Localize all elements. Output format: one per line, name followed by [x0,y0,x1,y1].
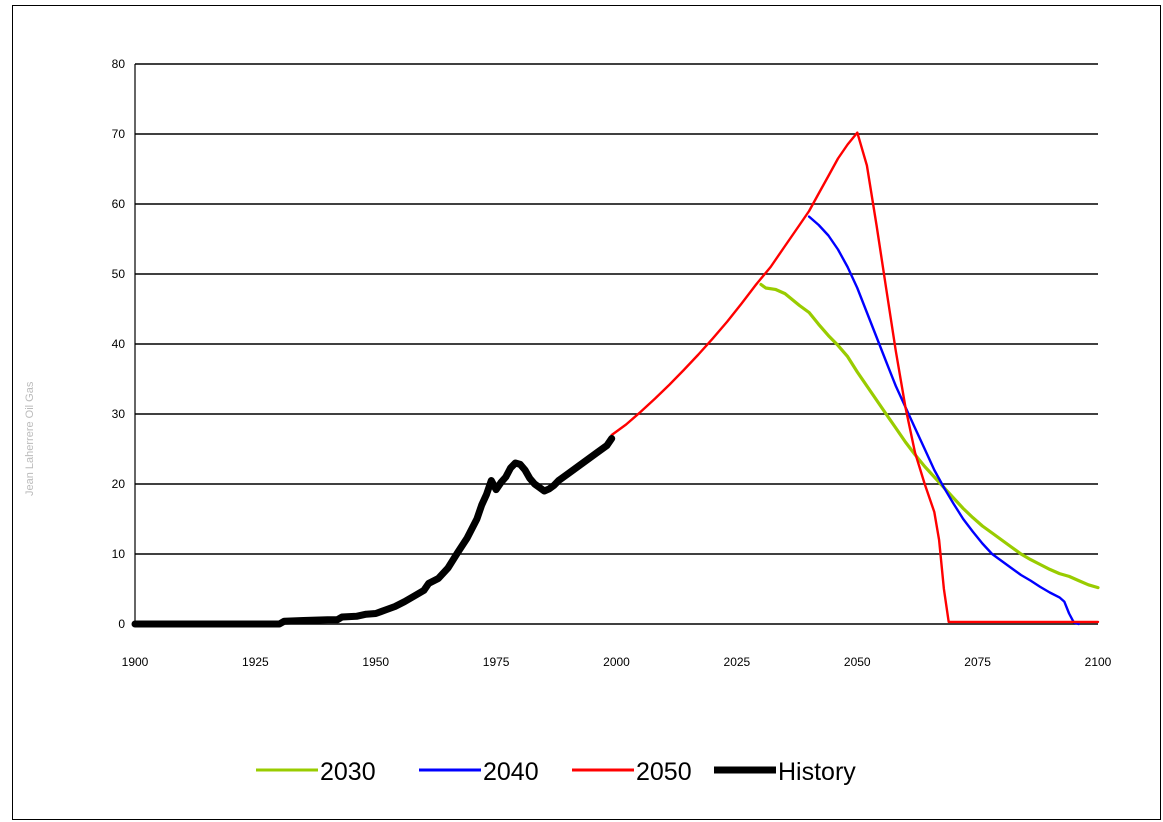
y-tick-label: 20 [112,477,126,491]
y-tick-label: 10 [112,547,126,561]
series-lines [131,131,1100,628]
series-line-history [131,435,616,628]
chart-frame: Jean Laherrere Oil Gas 0 10 20 30 40 50 60 70 80… [12,5,1161,820]
y-tick-label: 40 [112,337,126,351]
watermark-text: Jean Laherrere Oil Gas [24,381,36,496]
line-chart: Jean Laherrere Oil Gas 01020304050607080… [24,57,1112,786]
x-tick-label: 2025 [724,655,751,669]
series-line-2040 [807,215,1080,626]
y-axis-tick-labels: 0 10 20 30 40 50 60 70 80 [112,57,126,631]
x-tick-label: 2000 [603,655,630,669]
y-tick-label: 50 [112,267,126,281]
x-tick-label: 1900 [122,655,149,669]
legend-label-2040: 2040 [483,758,539,786]
x-tick-label: 1950 [362,655,389,669]
x-tick-label: 2100 [1085,655,1112,669]
x-tick-label: 1925 [242,655,269,669]
x-tick-label: 2075 [964,655,991,669]
watermark: Jean Laherrere Oil Gas [24,381,36,496]
series-line-2050 [610,131,1100,624]
legend-label-2050: 2050 [636,758,692,786]
y-tick-label: 80 [112,57,126,71]
series-line-2030 [759,282,1100,590]
y-tick-label: 0 [118,617,125,631]
legend: 2030 2040 2050 History [256,758,856,786]
y-tick-label: 70 [112,127,126,141]
x-axis-tick-labels: 1900 1925 1950 1975 2000 2025 2050 2075 2100 [122,655,1112,669]
y-tick-label: 60 [112,197,126,211]
x-tick-label: 2050 [844,655,871,669]
y-tick-label: 30 [112,407,126,421]
legend-label-2030: 2030 [320,758,376,786]
legend-label-history: History [778,758,856,786]
gridlines [134,63,1098,625]
x-tick-label: 1975 [483,655,510,669]
